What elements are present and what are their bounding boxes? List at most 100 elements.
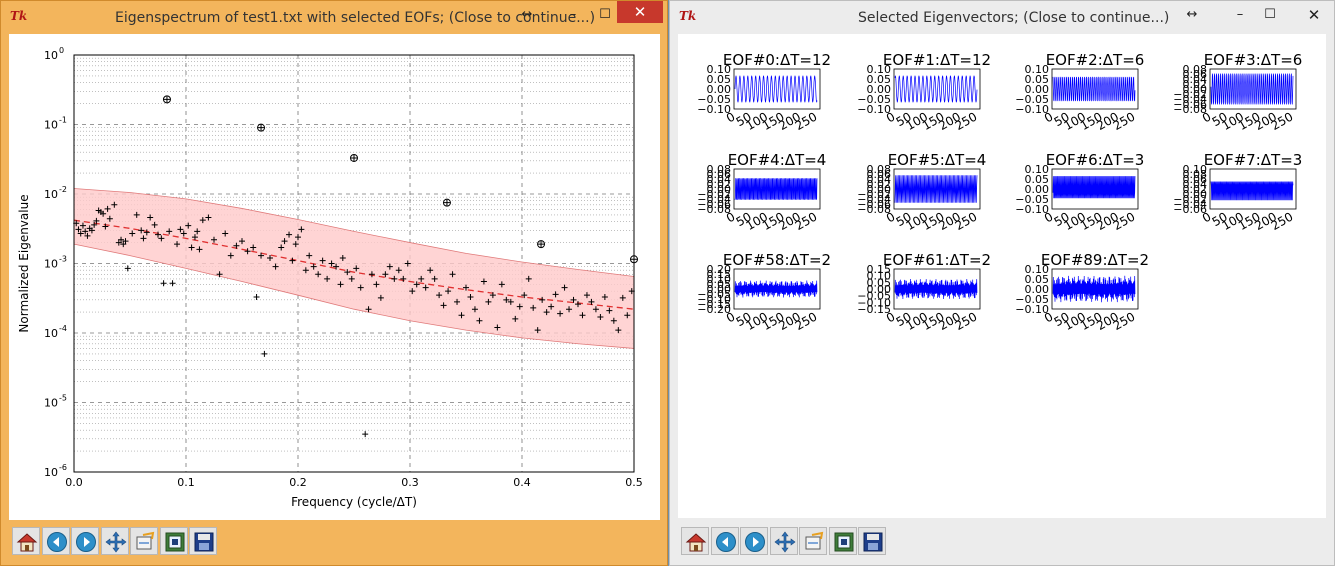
data-point xyxy=(362,431,369,438)
y-tick-label: −0.04 xyxy=(857,193,891,206)
y-tick-label: 0.04 xyxy=(867,173,892,186)
eigenvector-panel: EOF#2:ΔT=60.100.050.00−0.05−0.1005010015… xyxy=(1015,51,1144,133)
eigenvectors-window: Tk Selected Eigenvectors; (Close to cont… xyxy=(669,0,1335,566)
y-tick-label: 10 xyxy=(44,327,58,340)
data-point xyxy=(471,306,478,313)
forward-arrowhead xyxy=(84,537,90,547)
right-titlebar[interactable]: Tk Selected Eigenvectors; (Close to cont… xyxy=(670,1,1334,33)
data-point xyxy=(278,244,285,251)
zoom-rect-icon xyxy=(805,531,824,550)
zoom-button[interactable] xyxy=(130,527,158,555)
y-tick-label: −0.05 xyxy=(1015,193,1049,206)
data-point xyxy=(191,234,198,241)
data-point xyxy=(194,228,201,235)
maximize-button[interactable]: ☐ xyxy=(1264,7,1276,22)
eigenvector-trace xyxy=(1052,76,1136,102)
y-tick-label: −0.10 xyxy=(1015,103,1049,116)
home-door xyxy=(694,545,698,551)
home-button[interactable] xyxy=(12,527,40,555)
home-button[interactable] xyxy=(681,527,709,555)
close-button[interactable]: ✕ xyxy=(617,1,663,23)
data-point xyxy=(289,257,296,264)
zoom-button[interactable] xyxy=(799,527,827,555)
data-point xyxy=(306,252,313,259)
y-tick-exponent: -6 xyxy=(59,463,67,472)
data-point xyxy=(158,235,165,242)
pan-button[interactable] xyxy=(769,527,798,555)
data-point xyxy=(521,292,528,299)
pan-button[interactable] xyxy=(100,527,129,555)
maximize-button[interactable]: ☐ xyxy=(599,7,611,22)
data-point xyxy=(561,284,568,291)
data-point xyxy=(160,280,167,287)
subplots-core xyxy=(171,539,178,545)
eigenvector-trace xyxy=(1052,275,1136,303)
save-button[interactable] xyxy=(189,527,217,555)
data-point xyxy=(445,288,452,295)
data-point xyxy=(489,292,496,299)
pan-icon xyxy=(774,531,795,553)
data-point xyxy=(199,217,206,224)
back-button[interactable] xyxy=(41,527,70,555)
back-button[interactable] xyxy=(710,527,739,555)
resize-arrows-icon[interactable]: ↔ xyxy=(521,7,533,22)
data-point xyxy=(122,238,129,245)
data-point xyxy=(570,296,577,303)
data-point xyxy=(566,306,573,313)
data-point xyxy=(250,244,257,251)
y-tick-label: 0.02 xyxy=(1183,78,1208,91)
x-tick-label: 50 xyxy=(1052,109,1072,129)
left-titlebar[interactable]: Tk Eigenspectrum of test1.txt with selec… xyxy=(1,1,667,33)
y-tick-label: 0.10 xyxy=(867,63,892,76)
minimize-button[interactable]: – xyxy=(569,7,577,22)
data-point xyxy=(386,263,393,270)
x-tick-label: 50 xyxy=(734,209,754,229)
data-point xyxy=(391,275,398,282)
data-point xyxy=(516,303,523,310)
y-tick-label: 0.04 xyxy=(1183,73,1208,86)
forward-button[interactable] xyxy=(71,527,99,555)
band-upper-edge xyxy=(73,188,635,277)
x-tick-label: 50 xyxy=(894,309,914,329)
save-button[interactable] xyxy=(858,527,886,555)
y-tick-label: 0.15 xyxy=(707,268,732,281)
panel-title: EOF#3:ΔT=6 xyxy=(1204,51,1303,69)
back-arrow-icon xyxy=(715,532,736,552)
selected-point-cross xyxy=(538,241,545,248)
data-point xyxy=(337,281,344,288)
y-tick-label: 0.10 xyxy=(707,63,732,76)
data-point xyxy=(211,236,217,243)
plot-frame xyxy=(73,54,635,473)
configure-subplots-button[interactable] xyxy=(159,527,188,555)
data-point xyxy=(615,327,622,334)
data-point xyxy=(395,267,402,274)
data-point xyxy=(100,210,107,217)
y-tick-label: 0.00 xyxy=(1183,188,1208,201)
y-tick-label: 0.10 xyxy=(1025,263,1050,276)
data-point xyxy=(357,284,364,291)
data-point xyxy=(583,292,590,299)
data-point xyxy=(129,230,136,237)
data-point xyxy=(507,298,514,305)
data-point xyxy=(177,226,184,233)
data-point xyxy=(552,291,559,298)
data-point xyxy=(205,214,212,221)
resize-arrows-icon[interactable]: ↔ xyxy=(1186,7,1198,22)
data-point xyxy=(353,265,360,272)
y-tick-label: 0.04 xyxy=(1183,178,1208,191)
data-point xyxy=(382,271,389,278)
data-point xyxy=(400,275,407,282)
data-point xyxy=(449,271,456,278)
data-point xyxy=(454,298,461,305)
tk-icon: Tk xyxy=(10,9,28,23)
minimize-button[interactable]: – xyxy=(1236,7,1244,22)
home-roof xyxy=(685,533,707,543)
zoom-accent xyxy=(811,531,824,540)
back-arrow-icon xyxy=(46,532,67,552)
forward-button[interactable] xyxy=(740,527,768,555)
floppy-shutter xyxy=(199,543,209,550)
close-button[interactable]: ✕ xyxy=(1307,6,1321,24)
data-point xyxy=(91,221,98,228)
y-tick-label: 0.00 xyxy=(867,283,892,296)
configure-subplots-button[interactable] xyxy=(828,527,857,555)
